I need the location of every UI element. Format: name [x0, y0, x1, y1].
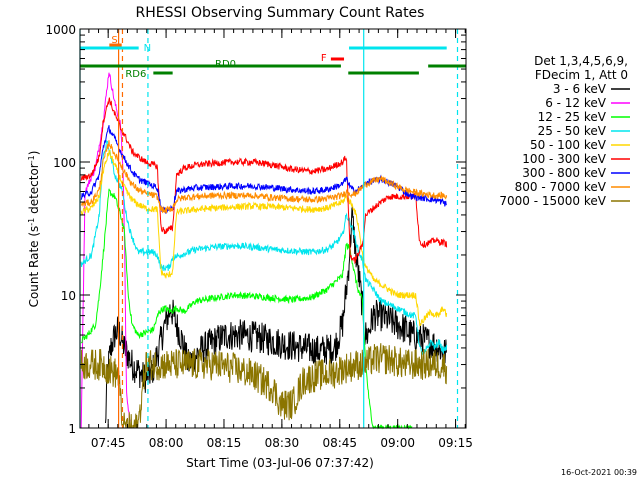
legend-label-0: 3 - 6 keV	[553, 82, 607, 96]
chart-title: RHESSI Observing Summary Count Rates	[136, 5, 425, 21]
x-tick-label-1: 08:00	[149, 436, 184, 450]
legend-header-line-1: Det 1,3,4,5,6,9,	[534, 54, 628, 68]
series-line-0	[105, 206, 447, 424]
series-line-4	[80, 149, 448, 327]
legend-label-8: 7000 - 15000 keV	[499, 194, 606, 208]
legend-label-5: 100 - 300 keV	[522, 152, 606, 166]
flag-rd6-label: RD6	[125, 69, 146, 80]
y-tick-label-2: 100	[53, 156, 76, 170]
x-axis-label: Start Time (03-Jul-06 07:37:42)	[186, 456, 374, 470]
series-line-1	[80, 72, 131, 428]
series-line-7	[80, 140, 448, 214]
flag-s-label: S	[111, 35, 117, 46]
legend-label-2: 12 - 25 keV	[538, 110, 607, 124]
y-axis-label: Count Rate (s-1 detector-1)	[27, 151, 42, 308]
series-line-8	[80, 343, 448, 429]
series-line-3	[80, 140, 448, 357]
series-line-2	[80, 188, 413, 430]
x-tick-label-4: 08:45	[322, 436, 357, 450]
series-line-5	[80, 97, 448, 265]
x-tick-label-6: 09:15	[438, 436, 473, 450]
legend-label-7: 800 - 7000 keV	[515, 180, 607, 194]
legend-label-1: 6 - 12 keV	[545, 96, 607, 110]
x-axis: 07:45 08:00 08:15 08:30 08:45 09:00 09:15	[88, 29, 473, 450]
legend: Det 1,3,4,5,6,9, FDecim 1, Att 0 3 - 6 k…	[499, 54, 630, 208]
flag-f-label: F	[321, 53, 327, 64]
plot-frame	[79, 28, 467, 429]
legend-label-3: 25 - 50 keV	[538, 124, 607, 138]
x-tick-label-0: 07:45	[91, 436, 126, 450]
x-tick-label-2: 08:15	[207, 436, 242, 450]
flag-n-label: N	[144, 43, 151, 54]
y-tick-label-3: 1000	[45, 23, 76, 37]
y-tick-label-0: 1	[68, 422, 76, 436]
flags: N S F RD0 RD6	[80, 35, 466, 80]
y-tick-label-1: 10	[61, 289, 76, 303]
legend-label-6: 300 - 800 keV	[522, 166, 606, 180]
legend-label-4: 50 - 100 keV	[530, 138, 607, 152]
legend-header-line-2: FDecim 1, Att 0	[535, 68, 628, 82]
x-tick-label-5: 09:00	[380, 436, 415, 450]
x-tick-label-3: 08:30	[265, 436, 300, 450]
y-axis: 1 10 100 1000	[45, 23, 466, 436]
flag-rd0-label: RD0	[215, 59, 236, 70]
timestamp: 16-Oct-2021 00:39	[561, 468, 637, 477]
